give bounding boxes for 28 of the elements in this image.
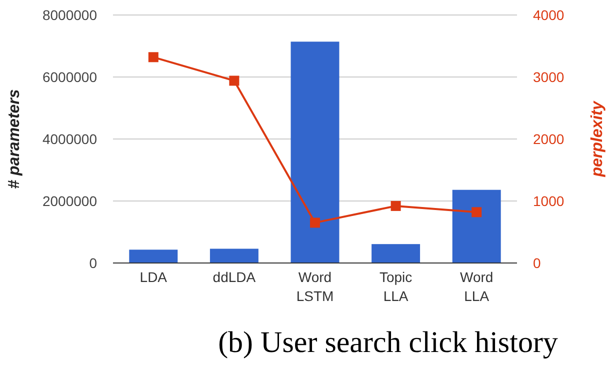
y2-tick-label: 2000 [533,130,564,147]
x-tick-label: ddLDA [212,269,256,285]
point [148,52,158,62]
bar [372,244,420,263]
point [390,200,401,211]
point [310,218,320,228]
x-tick-label: Topic LLA [379,269,412,304]
y2-axis-title: perplexity [589,100,606,178]
x-tick-label: Word LLA [460,269,494,304]
bar [210,248,258,263]
point [472,207,482,218]
bar [290,42,340,263]
text: (b) User search click history [218,326,558,359]
y-tick-label: 0 [89,254,98,271]
y-tick-label: 8000000 [42,6,98,23]
y2-tick-label: 3000 [533,68,564,85]
x-tick-label: LDA [140,269,168,285]
y-tick-label: 6000000 [42,68,98,85]
y2-tick-label: 0 [533,254,541,271]
y-tick-label: 4000000 [42,130,98,147]
y-axis-title: # parameters [6,89,23,189]
y2-tick-label: 4000 [533,6,564,23]
bar [129,250,178,263]
y2-tick-label: 1000 [533,192,564,209]
y-tick-label: 2000000 [42,192,98,209]
bar [452,190,501,263]
x-tick-label: Word LSTM [296,269,334,304]
point [229,76,240,86]
